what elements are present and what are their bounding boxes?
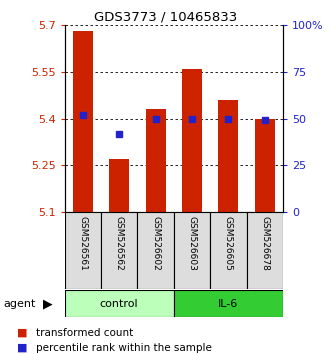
Bar	[247, 212, 283, 289]
Bar	[137, 212, 174, 289]
Text: ■: ■	[17, 328, 27, 338]
Text: GSM526562: GSM526562	[115, 216, 124, 271]
Text: control: control	[100, 298, 138, 309]
Bar	[73, 31, 93, 212]
Text: transformed count: transformed count	[36, 328, 134, 338]
Bar	[65, 212, 101, 289]
Text: ■: ■	[17, 343, 27, 353]
Bar	[174, 212, 210, 289]
Text: percentile rank within the sample: percentile rank within the sample	[36, 343, 212, 353]
Bar	[174, 290, 283, 317]
Bar	[255, 119, 275, 212]
Bar	[146, 109, 166, 212]
Bar	[218, 100, 238, 212]
Text: IL-6: IL-6	[218, 298, 239, 309]
Text: ▶: ▶	[43, 297, 53, 310]
Text: GSM526678: GSM526678	[260, 216, 269, 271]
Bar	[210, 212, 247, 289]
Text: GSM526603: GSM526603	[187, 216, 197, 271]
Bar	[182, 69, 202, 212]
Text: GSM526602: GSM526602	[151, 216, 160, 271]
Bar	[65, 290, 174, 317]
Text: GSM526605: GSM526605	[224, 216, 233, 271]
Text: agent: agent	[3, 298, 36, 309]
Text: GDS3773 / 10465833: GDS3773 / 10465833	[94, 11, 237, 24]
Bar	[109, 159, 129, 212]
Bar	[101, 212, 137, 289]
Text: GSM526561: GSM526561	[78, 216, 87, 271]
